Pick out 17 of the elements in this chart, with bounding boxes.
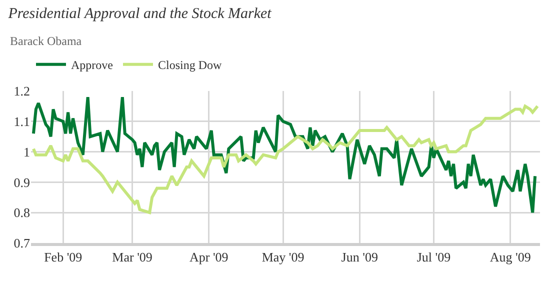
- x-tick-label: May '09: [262, 250, 304, 265]
- y-tick-label: 0.7: [14, 236, 30, 251]
- x-tick-label: Jun '09: [341, 250, 378, 265]
- chart-title: Presidential Approval and the Stock Market: [7, 6, 272, 22]
- chart-subtitle: Barack Obama: [10, 34, 82, 48]
- legend-label: Closing Dow: [158, 58, 222, 72]
- x-tick-label: Feb '09: [44, 250, 82, 265]
- legend-label: Approve: [71, 58, 113, 72]
- y-tick-label: 0.9: [14, 174, 30, 190]
- y-tick-label: 1.2: [14, 84, 30, 99]
- y-tick-label: 0.8: [14, 205, 30, 220]
- x-tick-label: Jul '09: [416, 250, 451, 265]
- y-tick-label: 1: [24, 144, 30, 160]
- x-tick-label: Aug '09: [490, 250, 531, 265]
- y-tick-label: 1.1: [14, 114, 30, 129]
- x-tick-label: Mar '09: [112, 250, 152, 265]
- x-tick-label: Apr '09: [189, 250, 228, 265]
